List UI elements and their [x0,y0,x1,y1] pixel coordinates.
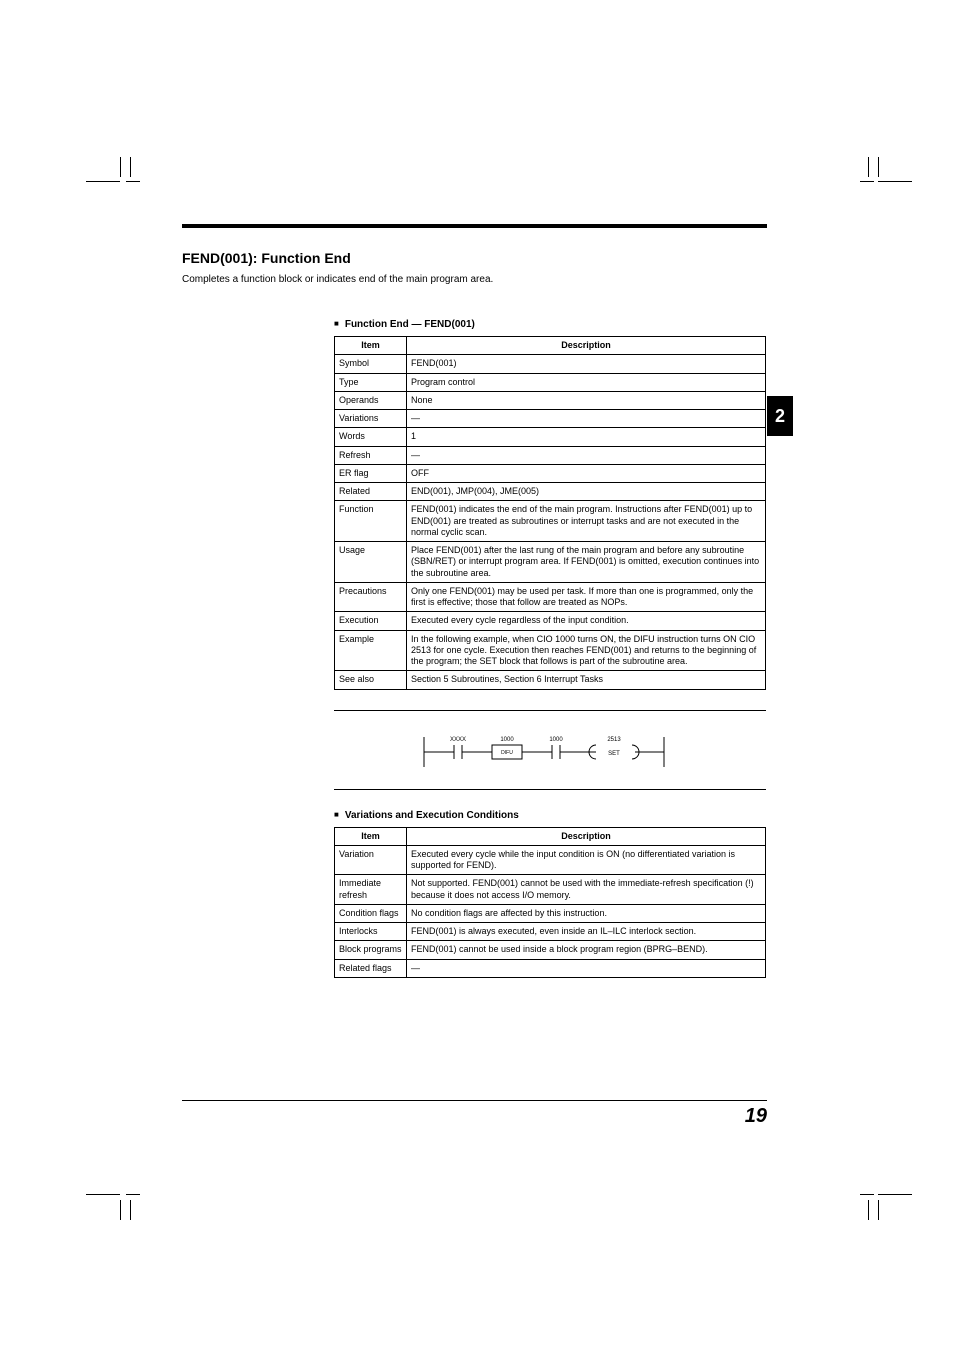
cell: Immediate refresh [335,875,407,905]
cell: ER flag [335,464,407,482]
section-title: FEND(001): Function End [182,250,767,266]
table-row: Variations— [335,410,766,428]
cell: Symbol [335,355,407,373]
cell: FEND(001) indicates the end of the main … [407,501,766,542]
cell: FEND(001) [407,355,766,373]
contact-label: 1000 [500,737,514,743]
table-header: Item Description [335,337,766,355]
divider [334,789,766,790]
cell: Executed every cycle while the input con… [407,845,766,875]
cell: Condition flags [335,904,407,922]
cell: In the following example, when CIO 1000 … [407,630,766,671]
table-row: InterlocksFEND(001) is always executed, … [335,923,766,941]
table-row: ExecutionExecuted every cycle regardless… [335,612,766,630]
cell: — [407,446,766,464]
func-label: DIFU [501,750,513,756]
cell: Type [335,373,407,391]
function-end-table: Item Description SymbolFEND(001) TypePro… [334,336,766,690]
divider [334,710,766,711]
chapter-number: 2 [775,406,785,427]
cell: Words [335,428,407,446]
page-content: FEND(001): Function End Completes a func… [182,224,767,978]
cell: Precautions [335,582,407,612]
col-header: Description [407,827,766,845]
cell: Refresh [335,446,407,464]
table-row: ExampleIn the following example, when CI… [335,630,766,671]
table-row: RelatedEND(001), JMP(004), JME(005) [335,483,766,501]
section-subtitle: Completes a function block or indicates … [182,274,767,285]
cell: — [407,959,766,977]
table-row: Condition flagsNo condition flags are af… [335,904,766,922]
variations-table: Item Description VariationExecuted every… [334,827,766,978]
cell: — [407,410,766,428]
cell: 1 [407,428,766,446]
cell: Usage [335,542,407,583]
cell: FEND(001) cannot be used inside a block … [407,941,766,959]
cell: FEND(001) is always executed, even insid… [407,923,766,941]
cell: Variations [335,410,407,428]
top-rule [182,224,767,228]
chapter-tab: 2 [767,396,793,436]
table-row: VariationExecuted every cycle while the … [335,845,766,875]
cell: Not supported. FEND(001) cannot be used … [407,875,766,905]
table-row: Immediate refreshNot supported. FEND(001… [335,875,766,905]
contact-label: XXXX [450,737,466,743]
cell: Program control [407,373,766,391]
cell: Function [335,501,407,542]
table-row: Refresh— [335,446,766,464]
table-row: Block programsFEND(001) cannot be used i… [335,941,766,959]
cell: Section 5 Subroutines, Section 6 Interru… [407,671,766,689]
table-row: TypeProgram control [335,373,766,391]
cell: END(001), JMP(004), JME(005) [407,483,766,501]
table-header: Item Description [335,827,766,845]
cell: None [407,391,766,409]
cell: Example [335,630,407,671]
cell: Interlocks [335,923,407,941]
cell: Block programs [335,941,407,959]
cell: Related [335,483,407,501]
ladder-diagram: XXXX 1000 DIFU 1000 2513 SET [420,729,680,775]
cell: See also [335,671,407,689]
table-row: FunctionFEND(001) indicates the end of t… [335,501,766,542]
table-row: UsagePlace FEND(001) after the last rung… [335,542,766,583]
table-row: Related flags— [335,959,766,977]
variations-heading: Variations and Execution Conditions [334,810,766,821]
col-header: Item [335,337,407,355]
col-header: Item [335,827,407,845]
cell: Related flags [335,959,407,977]
function-end-heading: Function End — FEND(001) [334,319,766,330]
cell: No condition flags are affected by this … [407,904,766,922]
cell: Executed every cycle regardless of the i… [407,612,766,630]
cell: OFF [407,464,766,482]
table-row: Words1 [335,428,766,446]
coil-label: 2513 [607,737,621,743]
function-end-block: Function End — FEND(001) Item Descriptio… [334,319,766,978]
page-number: 19 [182,1100,767,1128]
table-row: ER flagOFF [335,464,766,482]
col-header: Description [407,337,766,355]
contact-label: 1000 [549,737,563,743]
table-row: PrecautionsOnly one FEND(001) may be use… [335,582,766,612]
cell: Execution [335,612,407,630]
table-row: SymbolFEND(001) [335,355,766,373]
cell: Only one FEND(001) may be used per task.… [407,582,766,612]
cell: Place FEND(001) after the last rung of t… [407,542,766,583]
cell: Variation [335,845,407,875]
cell: Operands [335,391,407,409]
table-row: See alsoSection 5 Subroutines, Section 6… [335,671,766,689]
table-row: OperandsNone [335,391,766,409]
coil-func: SET [608,751,620,757]
